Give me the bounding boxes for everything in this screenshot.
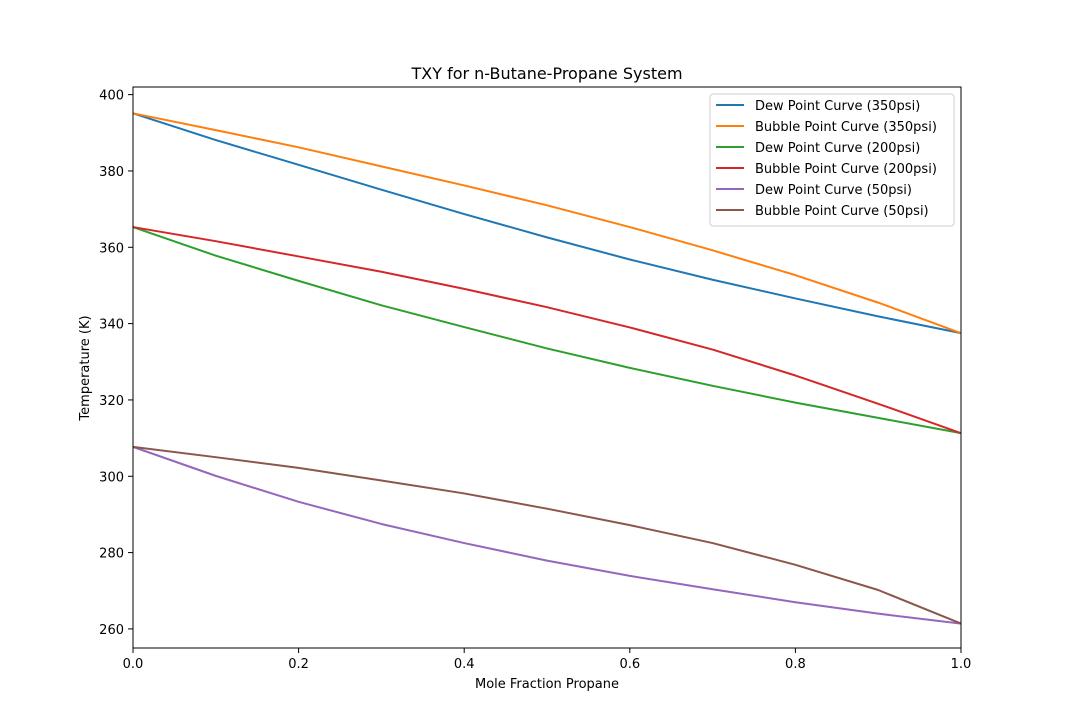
series-line-6 — [132, 445, 962, 625]
x-axis-label: Mole Fraction Propane — [475, 677, 619, 692]
x-tick-label: 0.0 — [123, 657, 144, 672]
y-tick-label: 360 — [99, 241, 124, 256]
legend-label-1: Dew Point Curve (350psi) — [755, 99, 920, 114]
series-line-5 — [132, 445, 962, 625]
series-line-2 — [132, 112, 962, 335]
x-axis-ticks: 0.0 0.2 0.4 0.6 0.8 1.0 — [123, 648, 972, 672]
x-tick-label: 0.6 — [619, 657, 640, 672]
legend-label-5: Dew Point Curve (50psi) — [755, 183, 912, 198]
x-tick-label: 0.8 — [785, 657, 806, 672]
y-axis-ticks: 260 280 300 320 340 360 380 400 — [99, 89, 133, 638]
y-tick-label: 260 — [99, 623, 124, 638]
y-tick-label: 320 — [99, 394, 124, 409]
series-line-3 — [132, 226, 962, 435]
chart-title: TXY for n-Butane-Propane System — [410, 64, 682, 83]
series-line-1 — [132, 112, 962, 335]
x-tick-label: 0.4 — [454, 657, 475, 672]
y-axis-label: Temperature (K) — [78, 315, 93, 421]
series-line-4 — [132, 226, 962, 435]
y-tick-label: 300 — [99, 470, 124, 485]
legend-box — [709, 93, 955, 227]
y-tick-label: 380 — [99, 165, 124, 180]
x-tick-label: 1.0 — [951, 657, 972, 672]
plot-lines — [132, 112, 962, 625]
plot-frame — [132, 86, 962, 649]
legend-label-4: Bubble Point Curve (200psi) — [755, 162, 937, 177]
y-tick-label: 340 — [99, 318, 124, 333]
legend-label-6: Bubble Point Curve (50psi) — [755, 204, 929, 219]
legend-label-2: Bubble Point Curve (350psi) — [755, 120, 937, 135]
x-tick-label: 0.2 — [288, 657, 309, 672]
legend: Dew Point Curve (350psi) Bubble Point Cur… — [709, 93, 955, 227]
y-tick-label: 400 — [99, 89, 124, 104]
legend-label-3: Dew Point Curve (200psi) — [755, 141, 920, 156]
y-tick-label: 280 — [99, 547, 124, 562]
